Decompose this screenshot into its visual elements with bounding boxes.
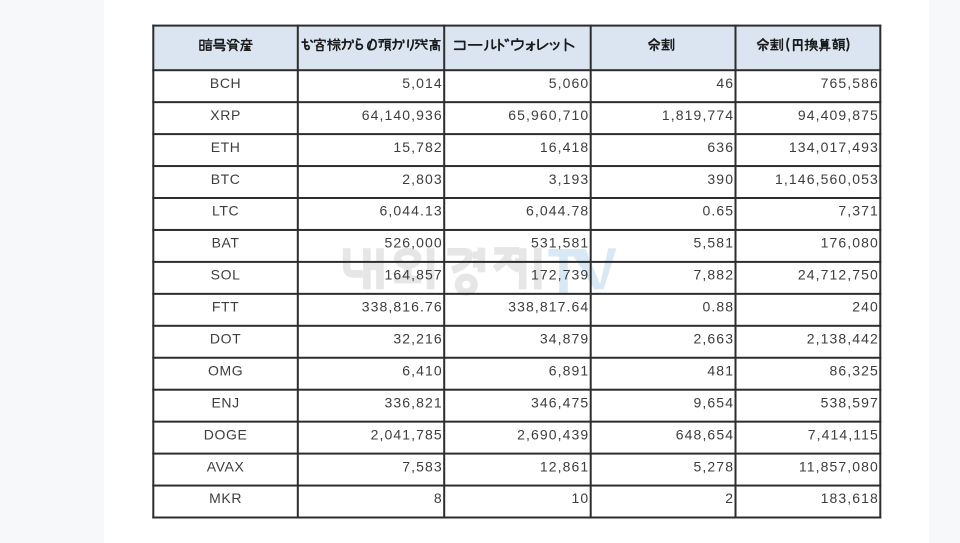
svg-text:DOGE: DOGE bbox=[204, 426, 248, 442]
svg-text:636: 636 bbox=[707, 139, 734, 155]
svg-text:BAT: BAT bbox=[212, 235, 240, 251]
svg-text:5,278: 5,278 bbox=[694, 458, 735, 474]
svg-text:32,216: 32,216 bbox=[393, 331, 442, 347]
svg-text:AVAX: AVAX bbox=[207, 458, 245, 474]
svg-text:390: 390 bbox=[707, 171, 734, 187]
svg-text:164,857: 164,857 bbox=[384, 267, 442, 283]
svg-text:0.88: 0.88 bbox=[702, 299, 734, 315]
svg-text:7,583: 7,583 bbox=[402, 458, 443, 474]
svg-text:46: 46 bbox=[716, 75, 734, 91]
svg-text:7,414,115: 7,414,115 bbox=[808, 426, 879, 442]
svg-text:526,000: 526,000 bbox=[384, 235, 442, 251]
svg-text:338,817.64: 338,817.64 bbox=[508, 299, 589, 315]
svg-text:BTC: BTC bbox=[211, 171, 241, 187]
svg-text:765,586: 765,586 bbox=[821, 75, 879, 91]
svg-text:24,712,750: 24,712,750 bbox=[798, 267, 879, 283]
svg-text:538,597: 538,597 bbox=[821, 394, 879, 410]
svg-text:176,080: 176,080 bbox=[821, 235, 879, 251]
svg-text:BCH: BCH bbox=[210, 75, 241, 91]
svg-text:336,821: 336,821 bbox=[384, 394, 442, 410]
svg-text:5,581: 5,581 bbox=[694, 235, 735, 251]
svg-text:2,690,439: 2,690,439 bbox=[517, 426, 589, 442]
svg-text:MKR: MKR bbox=[209, 490, 242, 506]
svg-text:94,409,875: 94,409,875 bbox=[798, 107, 879, 123]
svg-text:2,041,785: 2,041,785 bbox=[371, 426, 443, 442]
svg-text:11,857,080: 11,857,080 bbox=[799, 458, 879, 474]
svg-text:2,803: 2,803 bbox=[402, 171, 443, 187]
svg-text:10: 10 bbox=[572, 490, 590, 506]
svg-text:172,739: 172,739 bbox=[531, 267, 589, 283]
svg-text:12,861: 12,861 bbox=[540, 458, 589, 474]
svg-text:7,371: 7,371 bbox=[838, 203, 879, 219]
svg-text:0.65: 0.65 bbox=[702, 203, 734, 219]
svg-text:1,146,560,053: 1,146,560,053 bbox=[775, 171, 879, 187]
svg-text:5,060: 5,060 bbox=[549, 75, 590, 91]
svg-text:34,879: 34,879 bbox=[540, 331, 589, 347]
svg-text:65,960,710: 65,960,710 bbox=[508, 107, 589, 123]
svg-text:2: 2 bbox=[725, 490, 734, 506]
svg-text:ENJ: ENJ bbox=[211, 394, 239, 410]
svg-text:OMG: OMG bbox=[208, 362, 243, 378]
svg-text:240: 240 bbox=[852, 299, 879, 315]
svg-text:531,581: 531,581 bbox=[531, 235, 589, 251]
svg-text:6,410: 6,410 bbox=[402, 362, 443, 378]
svg-text:SOL: SOL bbox=[211, 267, 241, 283]
svg-text:5,014: 5,014 bbox=[402, 75, 443, 91]
svg-text:LTC: LTC bbox=[212, 203, 239, 219]
svg-text:134,017,493: 134,017,493 bbox=[789, 139, 879, 155]
svg-text:3,193: 3,193 bbox=[549, 171, 590, 187]
svg-text:481: 481 bbox=[707, 362, 734, 378]
svg-text:15,782: 15,782 bbox=[393, 139, 442, 155]
svg-text:86,325: 86,325 bbox=[829, 362, 878, 378]
svg-text:6,044.13: 6,044.13 bbox=[380, 203, 443, 219]
svg-text:338,816.76: 338,816.76 bbox=[362, 299, 443, 315]
svg-text:ETH: ETH bbox=[211, 139, 241, 155]
svg-text:9,654: 9,654 bbox=[694, 394, 735, 410]
svg-text:XRP: XRP bbox=[210, 107, 241, 123]
svg-text:8: 8 bbox=[434, 490, 443, 506]
svg-text:64,140,936: 64,140,936 bbox=[362, 107, 443, 123]
svg-text:16,418: 16,418 bbox=[540, 139, 589, 155]
svg-text:2,138,442: 2,138,442 bbox=[807, 331, 879, 347]
svg-text:1,819,774: 1,819,774 bbox=[662, 107, 734, 123]
svg-text:6,044.78: 6,044.78 bbox=[526, 203, 589, 219]
svg-text:DOT: DOT bbox=[210, 331, 241, 347]
svg-text:6,891: 6,891 bbox=[549, 362, 590, 378]
svg-text:2,663: 2,663 bbox=[694, 331, 735, 347]
svg-text:FTT: FTT bbox=[212, 299, 239, 315]
svg-text:7,882: 7,882 bbox=[694, 267, 735, 283]
svg-text:183,618: 183,618 bbox=[821, 490, 879, 506]
svg-text:346,475: 346,475 bbox=[531, 394, 589, 410]
svg-text:648,654: 648,654 bbox=[676, 426, 734, 442]
